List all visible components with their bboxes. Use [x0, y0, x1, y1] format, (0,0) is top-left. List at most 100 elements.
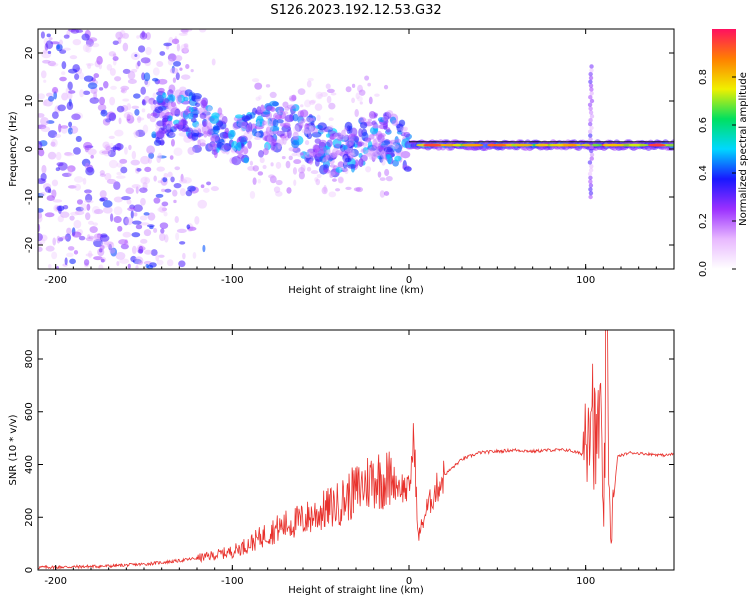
heatmap-cell — [88, 235, 95, 240]
heatmap-cell — [162, 177, 168, 183]
heatmap-cell — [180, 74, 191, 80]
heatmap-cell — [178, 32, 188, 36]
heatmap-cell — [126, 103, 132, 111]
heatmap-cell — [56, 44, 60, 50]
heatmap-cell — [281, 135, 286, 142]
heatmap-cell — [348, 138, 355, 146]
heatmap-cell — [156, 60, 164, 68]
heatmap-cell — [273, 186, 281, 193]
heatmap-cell — [74, 73, 80, 81]
heatmap-cell — [159, 204, 166, 214]
heatmap-cell — [237, 121, 247, 128]
heatmap-cell — [278, 110, 289, 116]
heatmap-cell — [60, 125, 69, 129]
heatmap-cell — [140, 155, 150, 165]
heatmap-cell — [314, 103, 323, 111]
heatmap-cell — [171, 38, 180, 45]
heatmap-cell — [212, 126, 221, 131]
heatmap-cell — [73, 176, 84, 183]
heatmap-cell — [130, 255, 137, 263]
heatmap-cell — [293, 136, 299, 141]
heatmap-cell — [337, 161, 345, 168]
heatmap-cell — [123, 111, 134, 120]
heatmap-cell — [270, 162, 274, 167]
heatmap-cell — [86, 203, 91, 211]
heatmap-cell — [364, 149, 375, 156]
heatmap-cell — [47, 130, 58, 138]
heatmap-cell — [185, 189, 193, 197]
heatmap-cell — [61, 92, 69, 101]
heatmap-cell — [179, 86, 187, 92]
heatmap-cell — [156, 120, 165, 127]
heatmap-cell — [53, 91, 58, 100]
heatmap-cell — [88, 37, 98, 42]
heatmap-cell — [166, 123, 172, 134]
heatmap-cell — [255, 96, 261, 101]
heatmap-cell — [87, 82, 98, 90]
heatmap-cell — [171, 65, 175, 74]
spectrogram-xtick-label: -100 — [221, 275, 244, 286]
heatmap-cell — [52, 199, 63, 203]
heatmap-cell — [96, 55, 103, 65]
spectrogram-xtick-label: 0 — [406, 275, 412, 286]
heatmap-cell — [116, 261, 120, 266]
heatmap-cell — [368, 133, 375, 140]
heatmap-cell — [113, 206, 123, 216]
heatmap-cell — [270, 145, 276, 152]
heatmap-cell — [141, 30, 146, 38]
heatmap-cell — [291, 152, 298, 157]
heatmap-cell — [394, 143, 403, 153]
heatmap-cell — [272, 138, 277, 147]
heatmap-cell — [364, 152, 373, 158]
spectrogram-ytick-label: 20 — [24, 47, 35, 60]
heatmap-cell — [140, 197, 146, 206]
heatmap-cell — [344, 157, 352, 163]
heatmap-cell — [284, 131, 288, 137]
snr-x-label: Height of straight line (km) — [288, 585, 424, 596]
heatmap-cell — [323, 145, 331, 156]
heatmap-cell — [67, 246, 75, 251]
heatmap-cell — [368, 96, 373, 105]
heatmap-cell — [373, 142, 381, 150]
heatmap-cell — [254, 82, 263, 90]
heatmap-cell — [325, 83, 331, 90]
heatmap-cell — [56, 235, 61, 244]
heatmap-cell — [379, 177, 386, 181]
heatmap-cell — [183, 96, 189, 102]
heatmap-cell — [310, 127, 319, 134]
heatmap-cell — [173, 199, 177, 204]
heatmap-cell — [130, 68, 138, 73]
heatmap-cell — [75, 29, 84, 33]
heatmap-cell — [100, 109, 108, 117]
heatmap-cell — [88, 250, 93, 259]
heatmap-cell — [308, 131, 312, 138]
heatmap-cell — [183, 43, 189, 48]
heatmap-cell — [311, 131, 322, 138]
heatmap-cell — [109, 67, 116, 76]
heatmap-cell — [347, 133, 358, 142]
heatmap-cell — [330, 92, 337, 96]
heatmap-cell — [588, 94, 593, 100]
heatmap-cell — [184, 127, 193, 133]
heatmap-cell — [109, 96, 116, 106]
heatmap-cell — [157, 180, 163, 184]
heatmap-cell — [256, 106, 262, 116]
heatmap-cell — [40, 117, 49, 126]
heatmap-cell — [299, 109, 309, 118]
heatmap-cell — [588, 118, 593, 123]
heatmap-cell — [156, 94, 164, 104]
heatmap-cell — [240, 125, 247, 132]
heatmap-cell — [249, 160, 254, 166]
heatmap-cell — [207, 106, 213, 113]
heatmap-cell — [122, 42, 129, 52]
heatmap-cell — [378, 145, 386, 150]
heatmap-cell — [172, 109, 182, 115]
heatmap-cell — [588, 179, 593, 184]
heatmap-cell — [327, 148, 332, 154]
heatmap-cell — [205, 143, 213, 152]
heatmap-cell — [57, 237, 64, 242]
heatmap-cell — [306, 166, 312, 172]
heatmap-cell — [588, 133, 593, 138]
heatmap-cell — [44, 186, 52, 193]
heatmap-cell — [385, 175, 393, 182]
